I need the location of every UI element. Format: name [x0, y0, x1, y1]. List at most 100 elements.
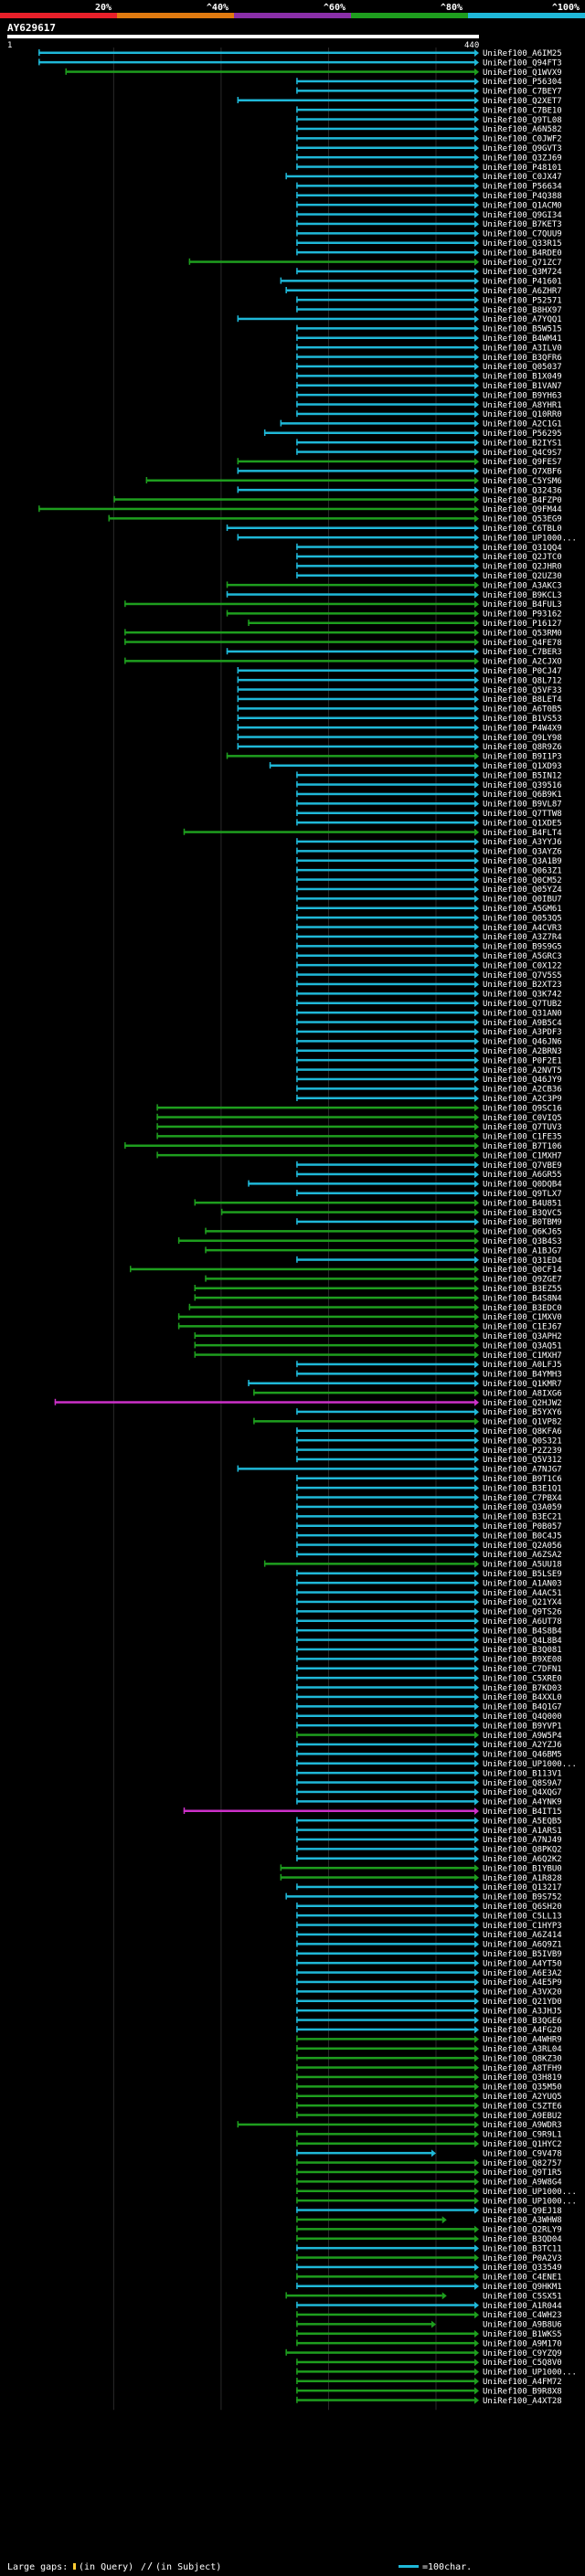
hit-bar[interactable]	[296, 783, 474, 786]
hit-label[interactable]: UniRef100_B5LSE9	[483, 1570, 562, 1579]
hit-bar[interactable]	[296, 1913, 474, 1917]
hit-bar[interactable]	[296, 2313, 474, 2316]
hit-label[interactable]: UniRef100_Q7VBE9	[483, 1161, 562, 1171]
hit-label[interactable]: UniRef100_A4CVR3	[483, 924, 562, 933]
hit-label[interactable]: UniRef100_Q2XET7	[483, 97, 562, 106]
hit-bar[interactable]	[296, 1924, 474, 1926]
hit-label[interactable]: UniRef100_Q3M724	[483, 268, 562, 277]
hit-label[interactable]: UniRef100_B9R8X8	[483, 2387, 562, 2396]
hit-label[interactable]: UniRef100_A5UU18	[483, 1561, 562, 1570]
hit-bar[interactable]	[296, 773, 474, 777]
hit-label[interactable]: UniRef100_A3RL04	[483, 2045, 562, 2054]
hit-bar[interactable]	[296, 1533, 474, 1537]
hit-label[interactable]: UniRef100_Q3H819	[483, 2073, 562, 2083]
hit-bar[interactable]	[296, 2056, 474, 2060]
hit-label[interactable]: UniRef100_UP1000...	[483, 534, 577, 543]
hit-label[interactable]: UniRef100_B9T1C6	[483, 1475, 562, 1484]
hit-bar[interactable]	[194, 1201, 475, 1204]
hit-bar[interactable]	[296, 2218, 442, 2221]
hit-label[interactable]: UniRef100_C6TBL0	[483, 525, 562, 534]
hit-label[interactable]: UniRef100_B3EZ55	[483, 1285, 562, 1294]
hit-bar[interactable]	[113, 498, 474, 501]
hit-label[interactable]: UniRef100_A8TFH9	[483, 2064, 562, 2073]
hit-bar[interactable]	[296, 1733, 474, 1736]
hit-bar[interactable]	[296, 384, 474, 387]
hit-bar[interactable]	[296, 2142, 474, 2146]
hit-label[interactable]: UniRef100_A4YT50	[483, 1959, 562, 1968]
hit-label[interactable]: UniRef100_B4WM41	[483, 334, 562, 344]
hit-bar[interactable]	[296, 2389, 474, 2392]
hit-label[interactable]: UniRef100_Q94FT3	[483, 58, 562, 68]
hit-bar[interactable]	[296, 2114, 474, 2116]
hit-label[interactable]: UniRef100_Q1HYC2	[483, 2140, 562, 2149]
hit-bar[interactable]	[226, 612, 475, 615]
hit-bar[interactable]	[296, 1515, 474, 1518]
hit-bar[interactable]	[296, 1885, 474, 1889]
hit-bar[interactable]	[237, 736, 474, 738]
hit-label[interactable]: UniRef100_Q7TUV3	[483, 1123, 562, 1132]
hit-label[interactable]: UniRef100_P0A2V3	[483, 2254, 562, 2263]
hit-bar[interactable]	[296, 2265, 474, 2269]
hit-bar[interactable]	[296, 118, 474, 121]
hit-label[interactable]: UniRef100_Q46JN6	[483, 1038, 562, 1047]
hit-bar[interactable]	[296, 1486, 474, 1489]
hit-label[interactable]: UniRef100_Q71ZC7	[483, 259, 562, 268]
hit-bar[interactable]	[296, 1762, 474, 1765]
hit-bar[interactable]	[296, 878, 474, 881]
hit-label[interactable]: UniRef100_Q3A1B9	[483, 857, 562, 866]
hit-bar[interactable]	[296, 1933, 474, 1936]
hit-label[interactable]: UniRef100_A6Q2K2	[483, 1855, 562, 1864]
hit-label[interactable]: UniRef100_Q46JY9	[483, 1076, 562, 1085]
hit-label[interactable]: UniRef100_B4FLT4	[483, 829, 562, 838]
hit-label[interactable]: UniRef100_Q3A059	[483, 1503, 562, 1512]
hit-label[interactable]: UniRef100_Q82757	[483, 2159, 562, 2168]
hit-bar[interactable]	[296, 241, 474, 245]
hit-bar[interactable]	[296, 345, 474, 349]
hit-bar[interactable]	[296, 555, 474, 558]
hit-label[interactable]: UniRef100_Q0IBU7	[483, 896, 562, 905]
hit-bar[interactable]	[296, 963, 474, 967]
hit-bar[interactable]	[296, 1021, 474, 1023]
hit-bar[interactable]	[38, 60, 475, 64]
hit-bar[interactable]	[296, 1857, 474, 1860]
hit-bar[interactable]	[296, 2360, 474, 2364]
hit-bar[interactable]	[296, 1676, 474, 1680]
hit-label[interactable]: UniRef100_B9XE08	[483, 1656, 562, 1665]
hit-bar[interactable]	[296, 1172, 474, 1176]
hit-label[interactable]: UniRef100_A9W8G4	[483, 2178, 562, 2188]
hit-bar[interactable]	[296, 2180, 474, 2183]
hit-bar[interactable]	[296, 80, 474, 83]
hit-label[interactable]: UniRef100_Q9ZGE7	[483, 1276, 562, 1285]
hit-label[interactable]: UniRef100_A5EQB5	[483, 1817, 562, 1826]
hit-label[interactable]: UniRef100_Q31ED4	[483, 1256, 562, 1266]
hit-bar[interactable]	[296, 1686, 474, 1689]
hit-bar[interactable]	[296, 565, 474, 567]
hit-bar[interactable]	[296, 2038, 474, 2041]
hit-bar[interactable]	[296, 1163, 474, 1166]
hit-bar[interactable]	[194, 1334, 475, 1338]
hit-label[interactable]: UniRef100_Q0CM52	[483, 876, 562, 885]
hit-label[interactable]: UniRef100_B3EDC0	[483, 1304, 562, 1313]
hit-label[interactable]: UniRef100_B9YH63	[483, 391, 562, 400]
hit-label[interactable]: UniRef100_A6Z414	[483, 1931, 562, 1940]
hit-label[interactable]: UniRef100_Q1KMR7	[483, 1380, 562, 1389]
hit-bar[interactable]	[296, 2246, 474, 2250]
hit-bar[interactable]	[296, 1980, 474, 1984]
hit-label[interactable]: UniRef100_B3TC11	[483, 2244, 562, 2253]
hit-bar[interactable]	[237, 535, 474, 539]
hit-bar[interactable]	[285, 2294, 442, 2297]
hit-bar[interactable]	[296, 1800, 474, 1803]
hit-label[interactable]: UniRef100_A3AKC3	[483, 581, 562, 590]
hit-bar[interactable]	[296, 1572, 474, 1575]
hit-bar[interactable]	[296, 2075, 474, 2079]
hit-bar[interactable]	[124, 641, 474, 643]
hit-label[interactable]: UniRef100_C1MXH7	[483, 1352, 562, 1361]
hit-label[interactable]: UniRef100_Q39516	[483, 781, 562, 790]
hit-label[interactable]: UniRef100_A6GR55	[483, 1171, 562, 1180]
hit-label[interactable]: UniRef100_B4IT15	[483, 1807, 562, 1817]
hit-label[interactable]: UniRef100_Q9LY98	[483, 734, 562, 743]
hit-label[interactable]: UniRef100_C4ENE1	[483, 2274, 562, 2283]
hit-label[interactable]: UniRef100_Q53RM0	[483, 629, 562, 638]
hit-label[interactable]: UniRef100_Q7TTW8	[483, 810, 562, 819]
hit-bar[interactable]	[156, 1135, 474, 1138]
